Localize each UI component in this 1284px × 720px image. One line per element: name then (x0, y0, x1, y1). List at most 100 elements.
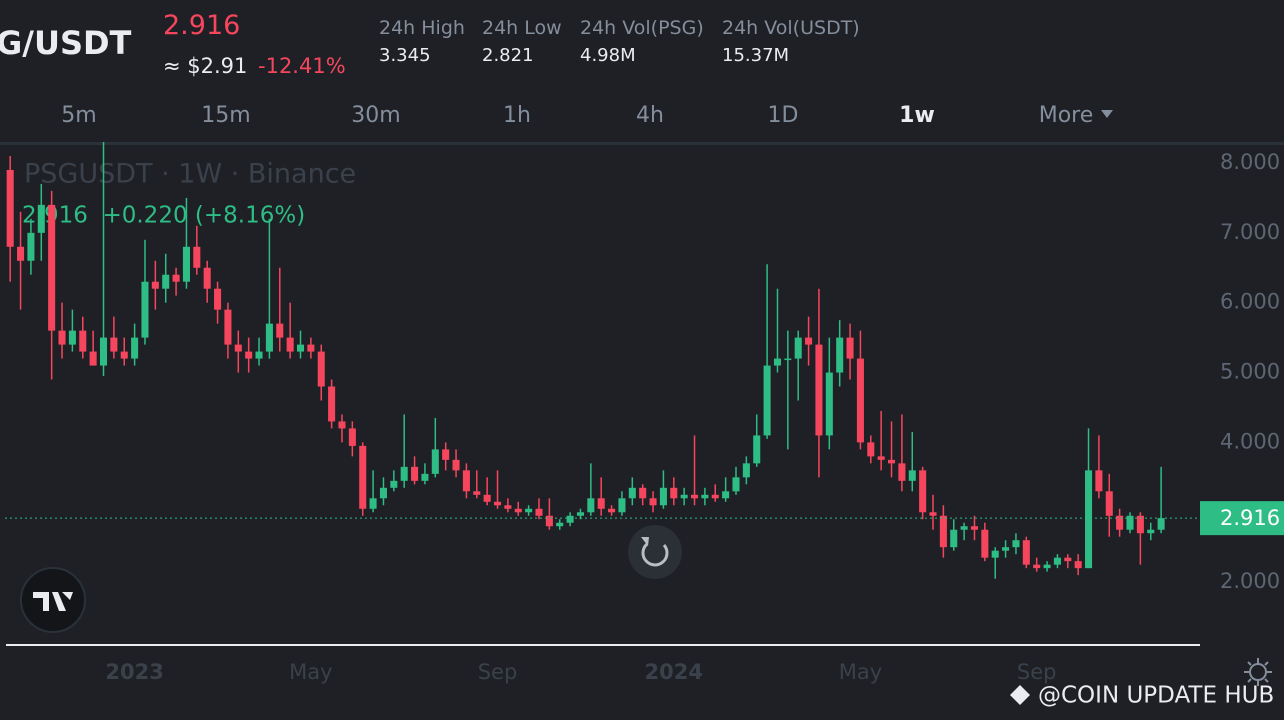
candle-body (17, 246, 25, 261)
candle-body (680, 494, 688, 499)
x-tick-label: May (289, 660, 332, 684)
candle-body (172, 274, 180, 282)
candle-body (898, 463, 906, 481)
candle-body (89, 351, 97, 366)
candle-body (981, 529, 989, 558)
candle-body (307, 344, 315, 352)
candle-body (732, 477, 740, 492)
y-tick-label: 6.000 (1220, 290, 1280, 314)
candle-body (950, 529, 958, 548)
candle-body (1126, 515, 1134, 530)
tab[interactable]: 15m (201, 103, 251, 128)
last-price-label: 2.916 (1220, 506, 1280, 530)
y-tick-label: 2.000 (1220, 569, 1280, 593)
x-tick-label: Sep (478, 660, 518, 684)
candle-body (545, 515, 553, 527)
reset-button[interactable] (628, 525, 682, 579)
tv-logo[interactable] (20, 567, 86, 633)
tab[interactable]: 5m (61, 103, 97, 128)
candle-body (442, 449, 450, 460)
candle-body (1136, 515, 1144, 534)
candle-body (58, 330, 66, 345)
stat-label: 24h Low (482, 17, 562, 39)
tab[interactable]: 1w (899, 103, 935, 128)
dropdown-caret (1101, 110, 1113, 118)
candle-body (276, 323, 284, 338)
candle-body (701, 494, 709, 499)
y-tick-label: 4.000 (1220, 429, 1280, 453)
candle-body (255, 351, 263, 359)
candle-body (1053, 557, 1061, 565)
stat-value: 15.37M (722, 45, 790, 66)
candle-body (659, 487, 667, 506)
candle-body (348, 428, 356, 446)
candle-body (856, 358, 864, 443)
candle-body (1064, 557, 1072, 562)
candle-body (193, 246, 201, 268)
watermark-icon (1010, 685, 1030, 705)
tv-logo-mark (33, 592, 73, 611)
settings-rays (1244, 658, 1272, 686)
candle-body (618, 498, 626, 513)
candle-body (131, 337, 139, 359)
x-tick-label: Sep (1017, 660, 1057, 684)
settings-icon[interactable] (1249, 663, 1267, 681)
tab[interactable]: 4h (636, 103, 664, 128)
candle-body (867, 442, 875, 457)
candle-body (203, 267, 211, 289)
candle-body (37, 204, 45, 233)
tab[interactable]: 1h (503, 103, 531, 128)
candle-body (649, 498, 657, 506)
tab[interactable]: 1D (767, 103, 799, 128)
candle-body (639, 487, 647, 499)
y-tick-label: 7.000 (1220, 220, 1280, 244)
pair: G/USDT (0, 24, 132, 62)
candle-body (214, 288, 222, 310)
chart-subtitle: 2.916 +0.220 (+8.16%) (22, 203, 305, 229)
x-tick-label: 2024 (645, 660, 703, 684)
candle-body (1002, 547, 1010, 551)
candle-body (608, 508, 616, 513)
y-tick-label: 8.000 (1220, 150, 1280, 174)
candle-body (628, 487, 636, 499)
tab[interactable]: 30m (351, 103, 401, 128)
candle-body (359, 445, 367, 509)
candle-body (27, 232, 35, 261)
candle-body (286, 337, 294, 352)
stat-value: 3.345 (379, 45, 431, 66)
candle-body (753, 435, 761, 464)
candle-body (805, 337, 813, 345)
candle-body (670, 487, 678, 499)
candle-body (317, 351, 325, 387)
candle-body (1095, 470, 1103, 492)
candle-body (763, 365, 771, 436)
candle-body (784, 358, 792, 361)
candle-body (711, 494, 719, 499)
candle-body (1105, 491, 1113, 516)
candle-body (556, 522, 564, 527)
candle-body (991, 550, 999, 558)
candle-body (1074, 561, 1082, 569)
candle-body (120, 351, 128, 359)
candle-body (919, 470, 927, 513)
candle-body (1147, 529, 1155, 534)
candle-body (328, 386, 336, 422)
candle-body (338, 421, 346, 429)
candle-body (535, 508, 543, 516)
candle-body (473, 491, 481, 495)
candle-body (877, 456, 885, 460)
candle-body (369, 498, 377, 509)
x-tick-label: 2023 (105, 660, 163, 684)
candle-body (48, 204, 56, 331)
stat-value: 4.98M (580, 45, 636, 66)
candle-body (690, 494, 699, 499)
x-tick-label: May (839, 660, 882, 684)
candle-body (970, 526, 979, 530)
divider (0, 142, 1284, 145)
tab[interactable]: More (1038, 103, 1094, 128)
candle-body (846, 337, 854, 359)
price-usd: ≈ $2.91 (163, 54, 248, 78)
candle-body (162, 274, 170, 289)
